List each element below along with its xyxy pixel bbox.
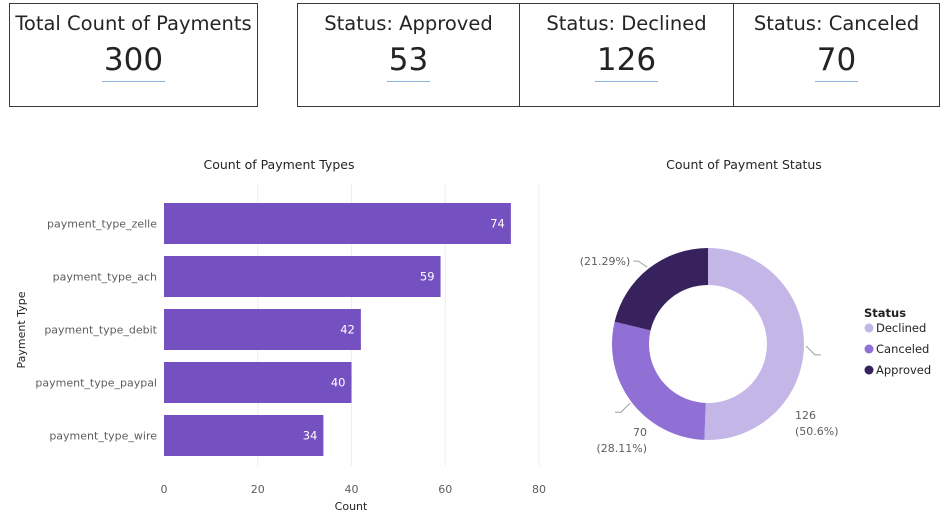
leader-line [633,260,648,268]
x-axis-title: Count [335,500,368,513]
category-label: payment_type_zelle [47,218,157,231]
kpi-card-value: 300 [101,42,166,82]
legend-marker [864,323,874,333]
kpi-card-title: Status: Approved [324,12,493,35]
donut-slice[interactable] [614,248,708,331]
kpi-card-value: 126 [594,42,659,82]
legend: Status Declined Canceled Approved [864,306,931,377]
bar[interactable] [164,415,324,456]
donut-data-label: (50.6%) [795,425,839,438]
x-tick-label: 20 [251,483,265,496]
payment-types-bar-chart: Count of Payment Types 74 59 42 40 34 paymen… [15,157,547,513]
x-tick-label: 0 [161,483,168,496]
y-axis-title: Payment Type [15,291,28,368]
category-label: payment_type_ach [53,271,157,284]
legend-label[interactable]: Canceled [876,342,929,356]
bars: 74 59 42 40 34 [164,203,511,456]
leader-line [614,402,631,413]
bar[interactable] [164,203,511,244]
payment-status-donut-chart: Count of Payment Status 126 (50.6%) 70 (28.… [580,157,931,455]
bar[interactable] [164,256,441,297]
donut-slice[interactable] [704,248,804,440]
bar-data-label: 74 [490,217,505,231]
x-tick-label: 40 [345,483,359,496]
category-label: payment_type_paypal [35,377,157,390]
bar[interactable] [164,309,361,350]
donut-data-labels: 126 (50.6%) 70 (28.11%) 53 (21.29%) [580,255,839,455]
bar-data-label: 34 [303,429,318,443]
kpi-card-value: 70 [814,42,859,82]
bar-data-label: 59 [420,270,435,284]
kpi-card-total: Total Count of Payments 300 [9,3,258,107]
donut-slices [612,248,804,440]
kpi-card-approved: Status: Approved 53 [297,3,520,107]
kpi-card-value: 53 [386,42,431,82]
legend-label[interactable]: Approved [876,363,931,377]
legend-title: Status [864,306,906,320]
legend-label[interactable]: Declined [876,321,926,335]
category-labels: payment_type_zelle payment_type_achpaymen… [35,218,157,443]
x-tick-labels: 0 20 40 60 80 [161,483,547,496]
donut-data-label: 53 (21.29%) [580,255,630,268]
donut-slice[interactable] [612,321,706,440]
chart-title: Count of Payment Status [666,157,822,172]
bar-data-label: 40 [331,376,346,390]
donut-data-label: 70 [633,426,647,439]
kpi-card-title: Status: Canceled [753,12,920,35]
donut-data-label: (28.11%) [596,442,647,455]
kpi-card-declined: Status: Declined 126 [519,3,734,107]
chart-title: Count of Payment Types [203,157,354,172]
leader-line [805,345,821,356]
category-label: payment_type_wire [49,430,157,443]
legend-marker [864,344,874,354]
kpi-card-title: Status: Declined [546,12,707,35]
legend-marker [864,365,874,375]
bar-data-label: 42 [340,323,355,337]
bar[interactable] [164,362,352,403]
kpi-card-canceled: Status: Canceled 70 [733,3,940,107]
category-label: payment_type_debit [44,324,157,337]
donut-data-label: 126 [795,409,816,422]
kpi-card-title: Total Count of Payments [15,12,252,35]
x-tick-label: 80 [532,483,546,496]
x-tick-label: 60 [438,483,452,496]
